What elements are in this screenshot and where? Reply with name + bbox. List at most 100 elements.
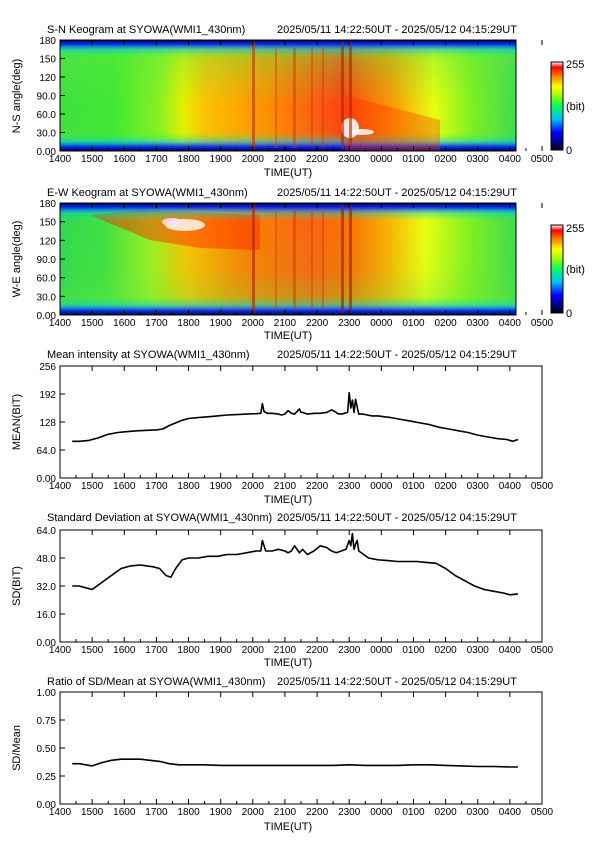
x-tick-label: 0400 (499, 318, 522, 329)
ew-keogram-xlabel: TIME(UT) (264, 330, 312, 342)
x-tick-label: 1600 (113, 807, 136, 818)
x-tick-label: 2300 (338, 645, 361, 656)
sd-panel: Standard Deviation at SYOWA(WMI1_430nm) … (11, 512, 554, 669)
x-tick-label: 1400 (49, 318, 72, 329)
x-tick-label: 1400 (49, 807, 72, 818)
mean-y-axis: 0.00 64.0 128 192 256 (37, 362, 65, 485)
x-tick-label: 1500 (81, 154, 104, 165)
ratio-y-axis: 0.00 0.25 0.50 0.75 1.00 (37, 688, 65, 811)
x-tick-label: 0000 (370, 481, 393, 492)
y-tick-label: 150 (39, 218, 56, 229)
mean-time-range: 2025/05/11 14:22:50UT - 2025/05/12 04:15… (277, 349, 517, 361)
sn-keogram-colorbar: 255 (bit) 0 (550, 59, 585, 157)
ew-keogram-time-range: 2025/05/11 14:22:50UT - 2025/05/12 04:15… (277, 187, 517, 199)
x-tick-label: 0200 (434, 154, 457, 165)
x-tick-label: 0100 (402, 645, 425, 656)
x-tick-label: 1500 (81, 807, 104, 818)
ratio-series-line (72, 758, 518, 768)
y-tick-label: 32.0 (37, 582, 57, 593)
ew-keogram-y-axis: 0.00 30.0 60.0 90.0 120 150 180 (37, 199, 65, 322)
sd-series-line (72, 532, 518, 596)
x-tick-label: 1500 (81, 645, 104, 656)
x-tick-label: 0000 (370, 807, 393, 818)
x-tick-label: 1700 (145, 645, 168, 656)
y-tick-label: 0.00 (37, 147, 57, 158)
x-tick-label: 1800 (177, 318, 200, 329)
x-tick-label: 0100 (402, 318, 425, 329)
x-tick-label: 2100 (274, 645, 297, 656)
sn-keogram-y-axis: 0.00 30.0 60.0 90.0 120 150 180 (37, 36, 65, 158)
ew-keogram-title: E-W Keogram at SYOWA(WMI1_430nm) (47, 187, 248, 199)
x-tick-label: 2000 (242, 645, 265, 656)
ew-keogram-image (60, 203, 516, 315)
sn-keogram-time-range: 2025/05/11 14:22:50UT - 2025/05/12 04:15… (277, 24, 517, 36)
sd-frame (59, 529, 543, 643)
y-tick-label: 16.0 (37, 610, 57, 621)
y-tick-label: 120 (39, 236, 56, 247)
y-tick-label: 0.25 (37, 772, 57, 783)
ratio-x-axis: 1400 1500 1600 1700 1800 1900 2000 2100 2200 2300… (49, 692, 554, 818)
x-tick-label: 2200 (306, 807, 329, 818)
x-tick-label: 2200 (306, 318, 329, 329)
x-tick-label: 2200 (306, 154, 329, 165)
x-tick-label: 2000 (242, 318, 265, 329)
x-tick-label: 0200 (434, 318, 457, 329)
x-tick-label: 1800 (177, 154, 200, 165)
x-tick-label: 1600 (113, 318, 136, 329)
x-tick-label: 2100 (274, 154, 297, 165)
sd-xlabel: TIME(UT) (264, 657, 312, 669)
y-tick-label: 48.0 (37, 554, 57, 565)
ew-colorbar-max-label: 255 (566, 223, 584, 235)
sd-y-axis: 0.00 16.0 32.0 48.0 64.0 (37, 526, 65, 649)
x-tick-label: 1900 (210, 318, 233, 329)
x-tick-label: 1800 (177, 645, 200, 656)
x-tick-label: 2200 (306, 645, 329, 656)
x-tick-label: 0300 (467, 318, 490, 329)
x-tick-label: 0100 (402, 481, 425, 492)
sn-keogram-ylabel: N-S angle(deg) (11, 59, 23, 134)
mean-title: Mean intensity at SYOWA(WMI1_430nm) (47, 349, 250, 361)
y-tick-label: 192 (39, 390, 56, 401)
x-tick-label: 2000 (242, 481, 265, 492)
x-tick-label: 1900 (210, 154, 233, 165)
y-tick-label: 180 (39, 36, 56, 47)
x-tick-label: 1700 (145, 318, 168, 329)
x-tick-label: 0300 (467, 645, 490, 656)
y-tick-label: 1.00 (37, 688, 57, 699)
x-tick-label: 0300 (467, 807, 490, 818)
x-tick-label: 2300 (338, 154, 361, 165)
ratio-title: Ratio of SD/Mean at SYOWA(WMI1_430nm) (47, 676, 265, 688)
mean-series-line (72, 391, 519, 443)
mean-frame (59, 365, 543, 479)
ratio-xlabel: TIME(UT) (264, 821, 312, 833)
x-tick-label: 1800 (177, 807, 200, 818)
y-tick-label: 90.0 (37, 255, 57, 266)
ew-colorbar-min-label: 0 (566, 308, 572, 320)
ratio-ylabel: SD/Mean (11, 725, 23, 771)
ew-keogram-x-axis: 1400 1500 1600 1700 1800 1900 2000 2100 2200 2300… (49, 203, 554, 329)
x-tick-label: 1500 (81, 481, 104, 492)
x-tick-label: 0500 (531, 318, 554, 329)
x-tick-label: 0200 (434, 645, 457, 656)
y-tick-label: 60.0 (37, 110, 57, 121)
x-tick-label: 1400 (49, 645, 72, 656)
sn-keogram-xlabel: TIME(UT) (264, 167, 312, 179)
y-tick-label: 150 (39, 55, 56, 66)
sn-keogram-image (60, 40, 516, 151)
x-tick-label: 0400 (499, 645, 522, 656)
y-tick-label: 0.00 (37, 800, 57, 811)
x-tick-label: 1800 (177, 481, 200, 492)
sn-colorbar-unit-label: (bit) (566, 101, 585, 113)
y-tick-label: 120 (39, 73, 56, 84)
sd-time-range: 2025/05/11 14:22:50UT - 2025/05/12 04:15… (277, 512, 517, 524)
sd-ylabel: SD(BIT) (11, 566, 23, 606)
x-tick-label: 0200 (434, 807, 457, 818)
x-tick-label: 1500 (81, 318, 104, 329)
x-tick-label: 1600 (113, 154, 136, 165)
sd-x-axis: 1400 1500 1600 1700 1800 1900 2000 2100 2200 2300… (49, 530, 554, 656)
x-tick-label: 0300 (467, 154, 490, 165)
x-tick-label: 0500 (531, 645, 554, 656)
mean-ylabel: MEAN(BIT) (11, 394, 23, 450)
x-tick-label: 2200 (306, 481, 329, 492)
x-tick-label: 0500 (531, 481, 554, 492)
